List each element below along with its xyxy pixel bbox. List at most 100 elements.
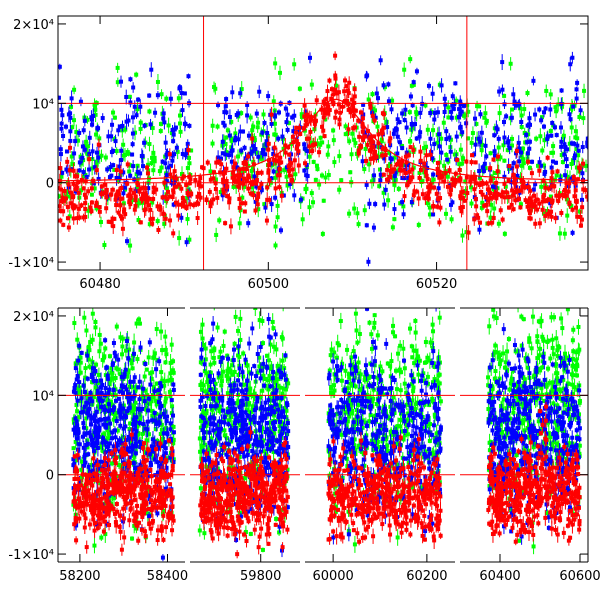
point-green bbox=[262, 112, 266, 116]
point-green bbox=[312, 160, 316, 164]
point-red bbox=[405, 183, 409, 187]
point-green bbox=[380, 138, 384, 142]
point-red bbox=[338, 122, 342, 126]
point-blue bbox=[559, 102, 563, 106]
point-green bbox=[326, 144, 330, 148]
point-green bbox=[278, 71, 282, 75]
point-blue bbox=[400, 200, 404, 204]
point-red bbox=[181, 196, 185, 200]
point-red bbox=[550, 200, 554, 204]
point-green bbox=[209, 169, 213, 173]
point-blue bbox=[177, 86, 181, 90]
point-blue bbox=[147, 397, 151, 401]
point-red bbox=[388, 175, 392, 179]
point-blue bbox=[230, 149, 234, 153]
point-red bbox=[572, 194, 576, 198]
point-blue bbox=[68, 116, 72, 120]
point-blue bbox=[477, 169, 481, 173]
point-green bbox=[97, 373, 101, 377]
point-red bbox=[267, 198, 271, 202]
point-blue bbox=[400, 111, 404, 115]
point-blue bbox=[496, 127, 500, 131]
point-green bbox=[169, 361, 173, 365]
point-red bbox=[240, 201, 244, 205]
point-green bbox=[461, 156, 465, 160]
point-green bbox=[446, 115, 450, 119]
point-red bbox=[165, 197, 169, 201]
point-green bbox=[99, 536, 103, 540]
point-blue bbox=[572, 156, 576, 160]
point-red bbox=[552, 184, 556, 188]
point-red bbox=[376, 132, 380, 136]
point-green bbox=[97, 349, 101, 353]
point-blue bbox=[460, 110, 464, 114]
point-blue bbox=[89, 115, 93, 119]
point-red bbox=[71, 205, 75, 209]
point-blue bbox=[85, 175, 89, 179]
point-green bbox=[94, 385, 98, 389]
point-red bbox=[77, 207, 81, 211]
point-blue bbox=[153, 389, 157, 393]
point-red bbox=[196, 216, 200, 220]
point-green bbox=[292, 62, 296, 66]
point-blue bbox=[418, 111, 422, 115]
point-red bbox=[515, 165, 519, 169]
point-green bbox=[155, 327, 159, 331]
point-blue bbox=[142, 141, 146, 145]
point-green bbox=[274, 243, 278, 247]
point-green bbox=[99, 220, 103, 224]
point-blue bbox=[387, 99, 391, 103]
point-blue bbox=[418, 130, 422, 134]
point-green bbox=[128, 244, 132, 248]
point-green bbox=[186, 166, 190, 170]
point-red bbox=[419, 159, 423, 163]
point-green bbox=[391, 225, 395, 229]
point-blue bbox=[128, 77, 132, 81]
point-green bbox=[444, 212, 448, 216]
point-blue bbox=[477, 228, 481, 232]
point-red bbox=[577, 166, 581, 170]
point-green bbox=[238, 221, 242, 225]
point-red bbox=[322, 111, 326, 115]
point-red bbox=[246, 154, 250, 158]
point-red bbox=[529, 200, 533, 204]
point-blue bbox=[96, 126, 100, 130]
point-green bbox=[319, 136, 323, 140]
point-green bbox=[534, 137, 538, 141]
point-red bbox=[354, 109, 358, 113]
point-red bbox=[237, 197, 241, 201]
point-red bbox=[303, 104, 307, 108]
point-red bbox=[86, 189, 90, 193]
point-red bbox=[333, 74, 337, 78]
point-green bbox=[528, 166, 532, 170]
point-green bbox=[551, 151, 555, 155]
point-blue bbox=[548, 107, 552, 111]
point-blue bbox=[436, 110, 440, 114]
point-red bbox=[361, 116, 365, 120]
point-blue bbox=[464, 121, 468, 125]
point-blue bbox=[563, 173, 567, 177]
point-blue bbox=[457, 115, 461, 119]
point-blue bbox=[553, 125, 557, 129]
point-blue bbox=[384, 188, 388, 192]
point-blue bbox=[554, 161, 558, 165]
point-red bbox=[419, 168, 423, 172]
point-blue bbox=[550, 121, 554, 125]
point-green bbox=[522, 107, 526, 111]
point-green bbox=[116, 66, 120, 70]
point-red bbox=[333, 88, 337, 92]
point-green bbox=[72, 118, 76, 122]
point-green bbox=[339, 178, 343, 182]
point-green bbox=[131, 291, 135, 295]
point-green bbox=[72, 321, 76, 325]
point-blue bbox=[444, 129, 448, 133]
point-green bbox=[123, 153, 127, 157]
point-red bbox=[459, 196, 463, 200]
point-green bbox=[408, 139, 412, 143]
point-green bbox=[137, 317, 141, 321]
point-red bbox=[496, 169, 500, 173]
point-blue bbox=[292, 193, 296, 197]
point-blue bbox=[238, 91, 242, 95]
point-blue bbox=[382, 83, 386, 87]
point-red bbox=[532, 194, 536, 198]
